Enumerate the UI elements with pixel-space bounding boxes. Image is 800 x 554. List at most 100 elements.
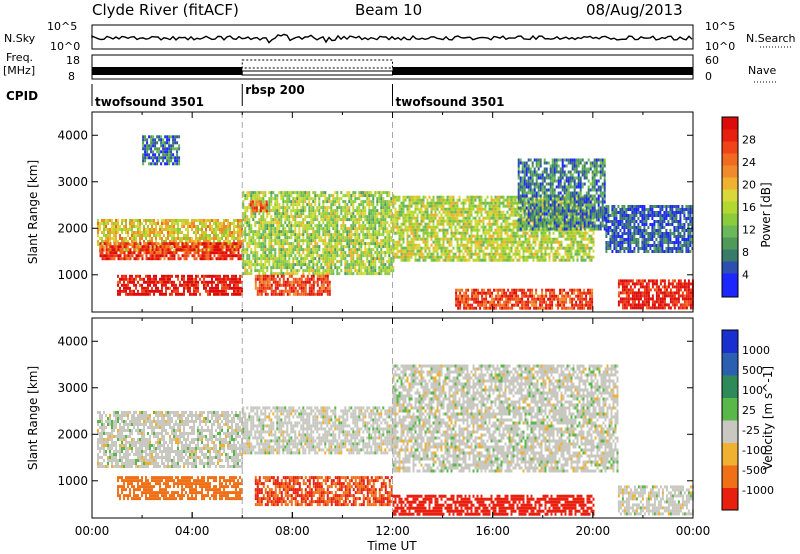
power-echo-cell [193,225,195,228]
power-echo-cell [242,218,245,222]
power-echo-cell [506,195,509,199]
power-echo-cell [143,228,145,231]
power-echo-cell [364,218,367,222]
power-echo-cell [334,236,337,240]
power-echo-cell [442,228,445,232]
power-echo-cell [514,225,517,229]
freq-label: Freq. [6,51,33,64]
power-echo-cell [264,221,267,225]
power-echo-cell [167,248,170,252]
power-echo-cell [468,252,471,256]
power-echo-cell [250,215,253,219]
power-echo-cell [384,251,387,255]
power-echo-cell [554,237,557,241]
power-echo-cell [440,243,443,247]
power-echo-cell [464,231,467,235]
power-echo-cell [424,231,427,235]
power-echo-cell [502,243,505,247]
power-echo-cell [496,258,499,262]
power-echo-cell [258,212,261,216]
power-echo-cell [225,228,227,231]
power-echo-cell [276,263,279,267]
power-echo-cell [153,242,156,246]
power-echo-cell [199,257,202,261]
power-echo-cell [498,252,501,256]
power-echo-cell [308,289,311,293]
power-echo-cell [370,221,373,225]
power-echo-cell [402,237,405,241]
power-echo-cell [127,254,130,258]
power-echo-cell [246,272,249,276]
power-echo-cell [394,222,397,226]
power-echo-cell [256,274,259,278]
power-echo-cell [406,234,409,238]
power-echo-cell [304,286,307,290]
power-echo-cell [166,156,169,160]
power-echo-cell [250,209,253,213]
power-echo-cell [364,212,367,216]
power-echo-cell [474,225,477,229]
power-echo-cell [137,243,139,246]
power-echo-cell [392,198,395,202]
power-echo-cell [330,260,333,264]
power-echo-cell [402,231,405,235]
power-echo-cell [153,219,155,222]
power-echo-cell [274,257,277,261]
power-echo-cell [460,237,463,241]
power-echo-cell [173,234,175,237]
power-echo-cell [101,251,104,255]
power-echo-cell [402,246,405,250]
power-echo-cell [504,252,507,256]
power-echo-cell [139,292,141,296]
power-echo-cell [566,246,569,250]
power-echo-cell [420,207,423,211]
power-echo-cell [434,243,437,247]
power-echo-cell [272,245,275,249]
power-echo-cell [344,260,347,264]
power-echo-cell [258,230,261,234]
power-echo-cell [171,257,174,261]
power-echo-cell [161,274,163,278]
power-echo-cell [286,200,289,204]
power-echo-cell [151,222,153,225]
power-echo-cell [173,231,175,234]
power-echo-cell [276,292,279,296]
power-echo-cell [496,222,499,226]
power-echo-cell [151,254,154,258]
power-echo-cell [207,237,209,240]
power-echo-cell [223,292,225,296]
power-echo-cell [406,255,409,259]
power-echo-cell [370,194,373,198]
power-echo-cell [156,156,159,160]
power-echo-cell [516,243,519,247]
power-echo-cell [308,197,311,201]
power-echo-cell [183,283,185,287]
power-echo-cell [282,191,285,195]
power-echo-cell [408,201,411,205]
power-echo-cell [215,283,217,287]
power-echo-cell [534,243,537,247]
power-echo-cell [436,219,439,223]
power-echo-cell [326,197,329,201]
power-echo-cell [156,141,159,145]
power-echo-cell [376,203,379,207]
power-echo-cell [235,283,237,287]
power-echo-cell [239,245,242,249]
power-echo-cell [109,228,111,231]
power-echo-cell [556,240,559,244]
power-echo-cell [566,219,569,223]
power-echo-cell [272,260,275,264]
power-echo-cell [264,263,267,267]
power-echo-cell [506,204,509,208]
power-echo-cell [300,191,303,195]
power-echo-cell [392,266,395,270]
power-echo-cell [255,206,258,210]
power-echo-cell [312,248,315,252]
power-echo-cell [160,141,163,145]
power-echo-cell [392,225,395,229]
power-echo-cell [239,237,241,240]
power-echo-cell [384,254,387,258]
power-echo-cell [172,153,175,157]
power-echo-cell [195,289,197,293]
power-echo-cell [376,248,379,252]
